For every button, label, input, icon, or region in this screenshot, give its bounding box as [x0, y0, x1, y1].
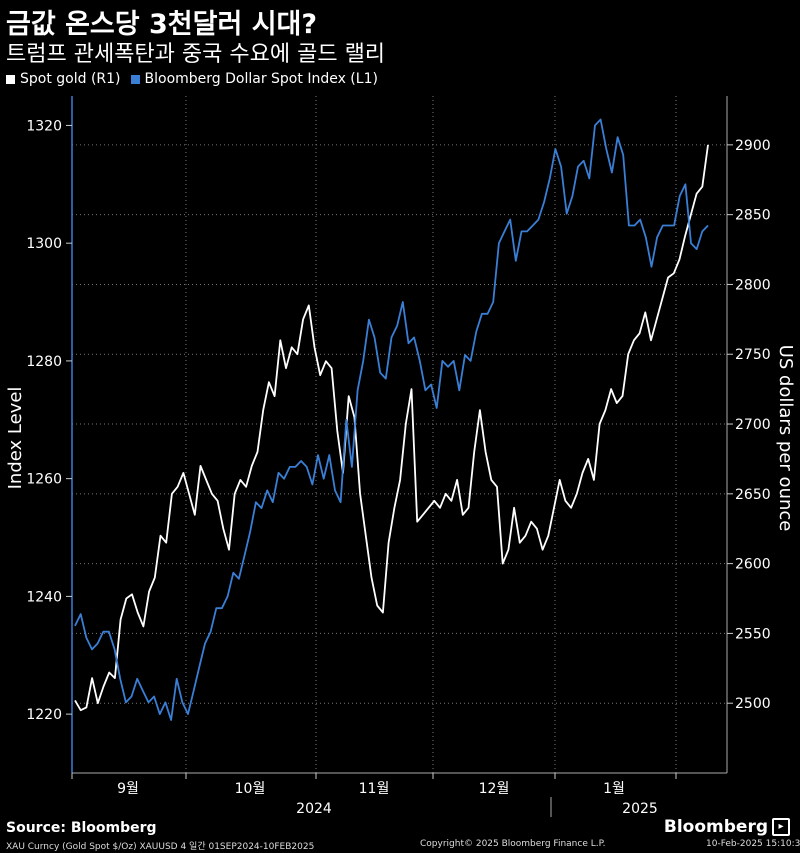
x-tick-label: 10월	[235, 781, 266, 797]
legend-swatch-dollar-index	[130, 74, 140, 84]
year-label: 2025	[622, 801, 658, 817]
right-tick-label: 2900	[735, 138, 771, 154]
gold-price-line	[74, 144, 709, 712]
right-tick-label: 2550	[735, 626, 771, 642]
x-tick-label: 12월	[479, 781, 510, 797]
brand-logo: Bloomberg ▸	[664, 817, 790, 837]
legend-item-dollar-index: Bloomberg Dollar Spot Index (L1)	[130, 71, 378, 87]
x-tick-label: 1월	[603, 781, 625, 797]
left-tick-label: 1320	[26, 118, 62, 134]
source-note: Source: Bloomberg	[6, 820, 157, 836]
left-tick-label: 1260	[26, 472, 62, 488]
right-axis-title: US dollars per ounce	[775, 345, 796, 532]
right-tick-label: 2800	[735, 277, 771, 293]
copyright-note: Copyright© 2025 Bloomberg Finance L.P.	[420, 839, 606, 849]
series-fineprint: XAU Curncy (Gold Spot $/Oz) XAUUSD 4 일간 …	[6, 842, 315, 852]
dollar-index-line	[74, 118, 709, 721]
left-tick-label: 1240	[26, 589, 62, 605]
right-tick-label: 2750	[735, 347, 771, 363]
legend: Spot gold (R1) Bloomberg Dollar Spot Ind…	[6, 71, 378, 87]
left-tick-label: 1280	[26, 354, 62, 370]
brand-name: Bloomberg	[663, 817, 768, 837]
right-tick-label: 2650	[735, 487, 771, 503]
year-label: 2024	[296, 801, 332, 817]
left-tick-label: 1300	[26, 236, 62, 252]
chart-title: 금값 온스당 3천달러 시대?	[6, 9, 318, 40]
right-tick-label: 2700	[735, 417, 771, 433]
legend-label-gold: Spot gold (R1)	[20, 71, 121, 87]
right-tick-label: 2850	[735, 208, 771, 224]
x-tick-label: 11월	[359, 781, 390, 797]
right-tick-label: 2500	[735, 696, 771, 712]
right-tick-label: 2600	[735, 557, 771, 573]
legend-item-gold: Spot gold (R1)	[6, 71, 121, 87]
timestamp: 10-Feb-2025 15:10:36	[706, 839, 800, 849]
left-axis-title: Index Level	[5, 387, 26, 490]
terminal-icon: ▸	[772, 818, 790, 836]
chart-subtitle: 트럼프 관세폭탄과 중국 수요에 골드 랠리	[6, 42, 386, 67]
left-tick-label: 1220	[26, 707, 62, 723]
x-tick-label: 9월	[117, 781, 139, 797]
legend-label-dollar-index: Bloomberg Dollar Spot Index (L1)	[144, 71, 378, 87]
legend-swatch-gold	[6, 74, 15, 84]
